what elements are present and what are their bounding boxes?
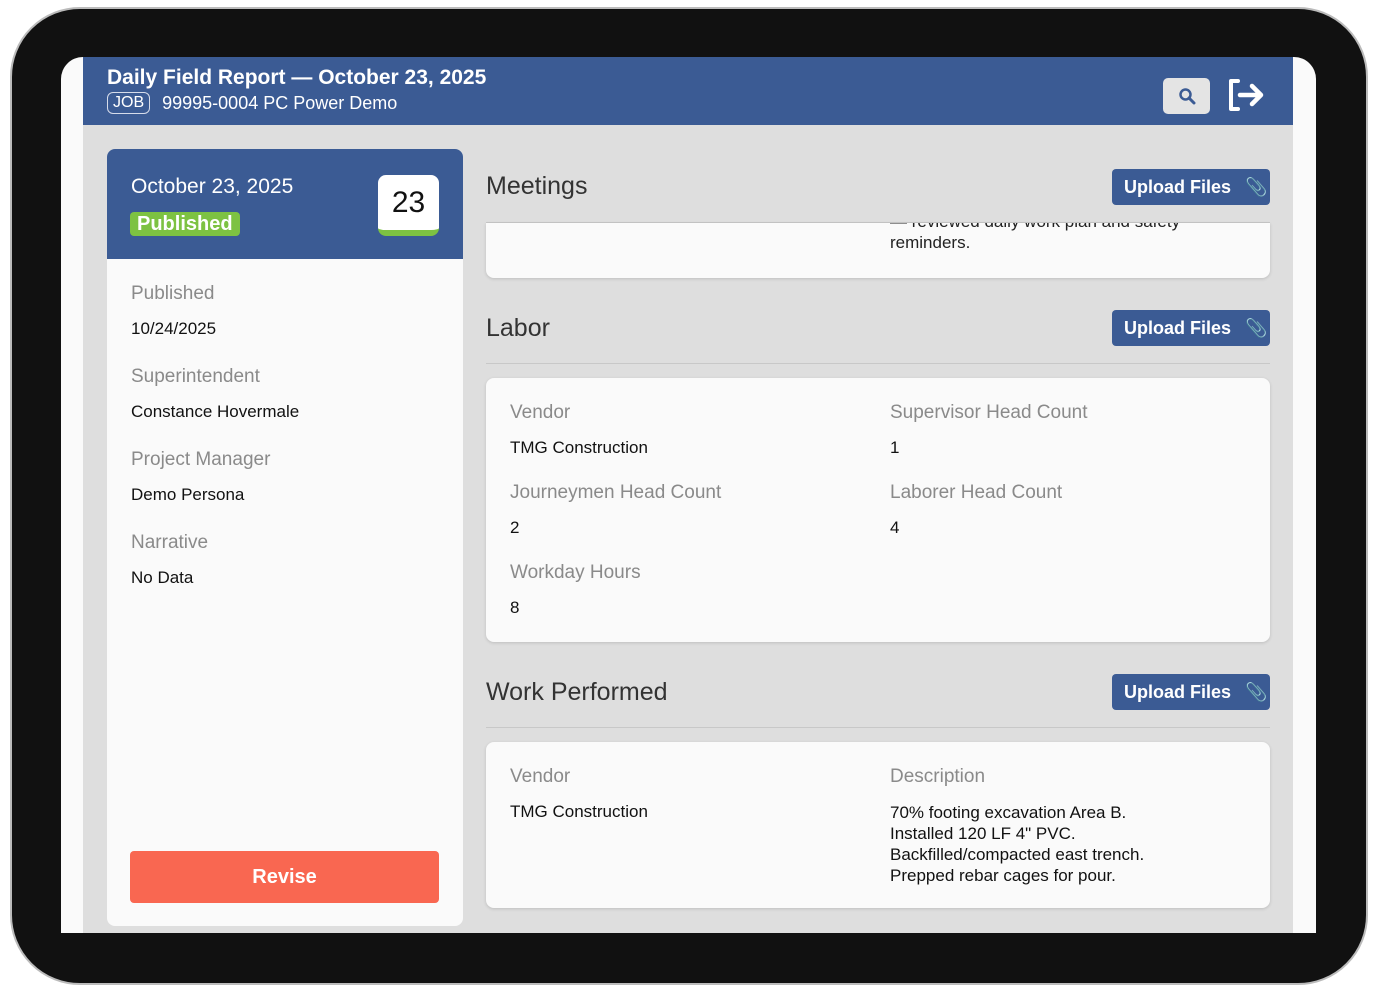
revise-button[interactable]: Revise — [130, 851, 439, 903]
divider — [486, 727, 1270, 728]
field-label: Vendor — [510, 402, 571, 423]
field-value: 4 — [890, 518, 900, 537]
field-label: Description — [890, 766, 986, 787]
field-label: Published — [131, 283, 215, 304]
field-label: Narrative — [131, 532, 209, 553]
paperclip-icon: 📎 — [1245, 176, 1268, 197]
description-line: 70% footing excavation Area B. — [890, 803, 1127, 822]
meetings-card: — reviewed daily work plan and safetyrem… — [486, 223, 1270, 278]
labor-upload-button[interactable]: Upload Files 📎 — [1112, 310, 1270, 346]
work-card: Vendor TMG Construction Description 70% f… — [486, 742, 1270, 908]
work-performed-title: Work Performed — [486, 678, 668, 706]
field-value: TMG Construction — [510, 438, 648, 457]
meeting-text: — reviewed daily work plan and safety — [890, 223, 1180, 232]
field-label: Supervisor Head Count — [890, 402, 1088, 423]
field-label: Project Manager — [131, 449, 271, 470]
upload-label: Upload Files — [1124, 176, 1232, 197]
divider — [486, 363, 1270, 364]
description-line: Installed 120 LF 4" PVC. — [890, 824, 1076, 843]
labor-card: Vendor TMG Construction Supervisor Head C… — [486, 378, 1270, 642]
field-value: 8 — [510, 598, 520, 617]
field-label: Workday Hours — [510, 562, 641, 583]
logout-icon — [1229, 79, 1264, 111]
field-label: Journeymen Head Count — [510, 482, 722, 503]
field-value: 10/24/2025 — [131, 319, 217, 338]
screen: Daily Field Report — October 23, 2025 JO… — [61, 57, 1316, 933]
work-upload-button[interactable]: Upload Files 📎 — [1112, 674, 1270, 710]
description-line: Prepped rebar cages for pour. — [890, 866, 1116, 885]
app-header: Daily Field Report — October 23, 2025 JO… — [83, 57, 1293, 125]
search-button[interactable] — [1163, 78, 1210, 114]
meetings-title: Meetings — [486, 172, 588, 200]
paperclip-icon: 📎 — [1245, 317, 1268, 338]
page-title: Daily Field Report — October 23, 2025 — [107, 66, 487, 89]
divider — [486, 222, 1270, 223]
field-value: 2 — [510, 518, 520, 537]
labor-title: Labor — [486, 314, 550, 342]
field-label: Superintendent — [131, 366, 260, 387]
search-icon — [1178, 88, 1195, 105]
calendar-day-icon: 23 — [378, 175, 439, 236]
job-tag: JOB — [107, 92, 151, 114]
description-line: Backfilled/compacted east trench. — [890, 845, 1145, 864]
status-badge: Published — [130, 212, 240, 236]
field-value: TMG Construction — [510, 802, 648, 821]
meeting-text: reminders. — [890, 233, 971, 252]
field-label: Laborer Head Count — [890, 482, 1063, 503]
field-label: Vendor — [510, 766, 571, 787]
job-name: 99995-0004 PC Power Demo — [162, 92, 398, 113]
app: Daily Field Report — October 23, 2025 JO… — [83, 57, 1293, 933]
upload-label: Upload Files — [1124, 317, 1232, 338]
field-value: No Data — [131, 568, 194, 587]
upload-label: Upload Files — [1124, 681, 1232, 702]
paperclip-icon: 📎 — [1245, 681, 1268, 702]
report-summary-panel: October 23, 2025 Published 23 Published 1… — [107, 149, 463, 926]
report-date: October 23, 2025 — [131, 175, 294, 198]
logout-button[interactable] — [1226, 77, 1266, 118]
field-value: 1 — [890, 438, 900, 457]
field-value: Demo Persona — [131, 485, 245, 504]
field-value: Constance Hovermale — [131, 402, 300, 421]
meetings-upload-button[interactable]: Upload Files 📎 — [1112, 169, 1270, 205]
